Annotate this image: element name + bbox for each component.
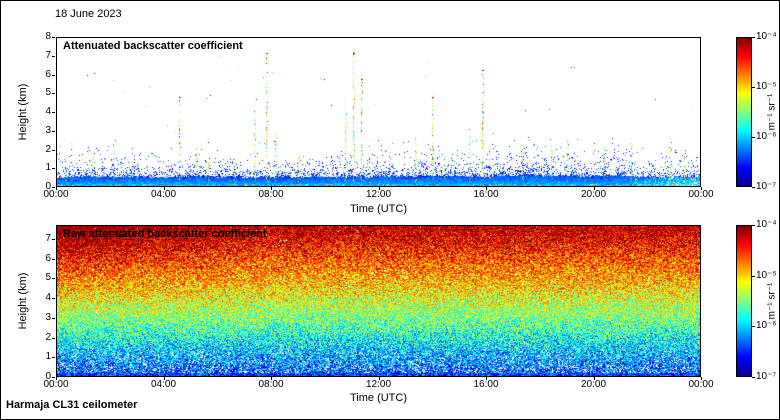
y-tick-label: 4 <box>45 106 51 117</box>
y-tick-label: 5 <box>45 87 51 99</box>
x-tick-mark <box>163 377 165 380</box>
x-tick-mark <box>378 187 380 190</box>
x-tick-label: 00:00 <box>43 379 69 390</box>
colorbar1-unit-label: m⁻¹ sr⁻¹ <box>766 93 778 131</box>
x-tick-label: 20:00 <box>580 379 607 390</box>
y-tick-mark <box>52 93 55 95</box>
panel1-x-axis-label: Time (UTC) <box>349 203 408 215</box>
x-tick-label: 20:00 <box>580 189 607 200</box>
x-tick-mark <box>701 377 702 380</box>
y-tick-label: 0 <box>45 181 51 192</box>
y-tick-label: 0 <box>45 371 51 382</box>
y-tick-label: 5 <box>45 272 51 284</box>
y-tick-mark <box>52 168 55 170</box>
x-tick-mark <box>486 377 487 380</box>
x-tick-label: 00:00 <box>43 189 69 200</box>
attenuated-backscatter-panel: Attenuated backscatter coefficient <box>56 37 701 187</box>
colorbar-attenuated <box>736 37 752 187</box>
x-tick-label: 08:00 <box>258 379 284 390</box>
colorbar-tick-mark <box>752 187 755 188</box>
colorbar-tick-mark <box>752 37 755 38</box>
y-tick-label: 2 <box>45 143 51 155</box>
colorbar-tick-label: 10⁻⁴ <box>756 31 777 42</box>
x-tick-label: 12:00 <box>365 189 392 200</box>
x-tick-label: 00:00 <box>688 379 714 390</box>
colorbar-tick-label: 10⁻⁶ <box>756 320 777 332</box>
y-tick-label: 7 <box>45 49 51 61</box>
x-tick-mark <box>378 377 380 380</box>
colorbar-raw <box>736 225 752 377</box>
x-tick-mark <box>56 187 57 190</box>
x-tick-mark <box>486 187 487 190</box>
attenuated-backscatter-heatmap <box>57 38 700 186</box>
y-tick-mark <box>52 187 55 188</box>
y-tick-mark <box>52 298 55 300</box>
x-tick-mark <box>271 377 272 380</box>
colorbar-tick-mark <box>752 225 755 226</box>
date-label: 18 June 2023 <box>55 8 122 20</box>
x-tick-mark <box>701 187 702 190</box>
colorbar-tick-label: 10⁻⁴ <box>756 219 777 230</box>
y-tick-label: 3 <box>45 124 51 136</box>
panel1-title: Attenuated backscatter coefficient <box>63 40 243 52</box>
colorbar-tick-label: 10⁻⁷ <box>756 181 777 192</box>
y-tick-mark <box>52 337 55 339</box>
y-tick-mark <box>52 37 55 38</box>
x-tick-label: 00:00 <box>688 189 714 200</box>
colorbar-tick-mark <box>752 137 755 138</box>
y-tick-mark <box>52 278 55 280</box>
x-tick-mark <box>56 377 57 380</box>
panel2-title: Raw attenuated backscatter coefficient <box>63 228 267 240</box>
panel2-x-axis-label: Time (UTC) <box>349 392 408 404</box>
y-tick-mark <box>52 258 55 260</box>
y-tick-label: 4 <box>45 292 51 304</box>
y-tick-label: 1 <box>45 351 51 363</box>
y-tick-mark <box>52 149 55 151</box>
y-tick-label: 3 <box>45 311 51 323</box>
colorbar-tick-label: 10⁻⁶ <box>756 131 777 142</box>
y-tick-mark <box>52 130 55 132</box>
colorbar-tick-mark <box>752 87 755 88</box>
raw-backscatter-panel: Raw attenuated backscatter coefficient <box>56 225 701 377</box>
x-tick-mark <box>593 377 595 380</box>
colorbar-tick-mark <box>752 326 755 328</box>
y-tick-mark <box>52 357 55 359</box>
x-tick-label: 16:00 <box>473 189 499 200</box>
y-tick-label: 7 <box>45 232 51 244</box>
y-tick-mark <box>52 317 55 319</box>
colorbar-tick-label: 10⁻⁵ <box>756 81 777 92</box>
x-tick-label: 12:00 <box>365 379 392 390</box>
colorbar-tick-label: 10⁻⁵ <box>756 269 777 281</box>
colorbar-tick-label: 10⁻⁷ <box>756 371 777 382</box>
y-tick-label: 8 <box>45 31 51 42</box>
x-tick-mark <box>163 187 165 190</box>
y-tick-label: 1 <box>45 162 51 174</box>
panel2-y-axis-label: Height (km) <box>17 272 29 330</box>
y-tick-mark <box>52 238 55 240</box>
x-tick-mark <box>593 187 595 190</box>
colorbar-tick-mark <box>752 275 755 277</box>
x-tick-label: 04:00 <box>150 379 177 390</box>
colorbar-tick-mark <box>752 377 755 378</box>
instrument-label: Harmaja CL31 ceilometer <box>6 399 138 411</box>
y-tick-mark <box>52 112 55 113</box>
y-tick-label: 6 <box>45 68 51 80</box>
colorbar2-unit-label: m⁻¹ sr⁻¹ <box>766 282 778 320</box>
x-tick-mark <box>271 187 272 190</box>
x-tick-label: 16:00 <box>473 379 499 390</box>
panel1-y-axis-label: Height (km) <box>17 83 29 141</box>
x-tick-label: 04:00 <box>150 189 177 200</box>
y-tick-label: 2 <box>45 331 51 343</box>
x-tick-label: 08:00 <box>258 189 284 200</box>
y-tick-mark <box>52 55 55 57</box>
y-tick-mark <box>52 377 55 378</box>
y-tick-mark <box>52 74 55 76</box>
raw-backscatter-heatmap <box>57 226 700 376</box>
y-tick-label: 6 <box>45 252 51 264</box>
